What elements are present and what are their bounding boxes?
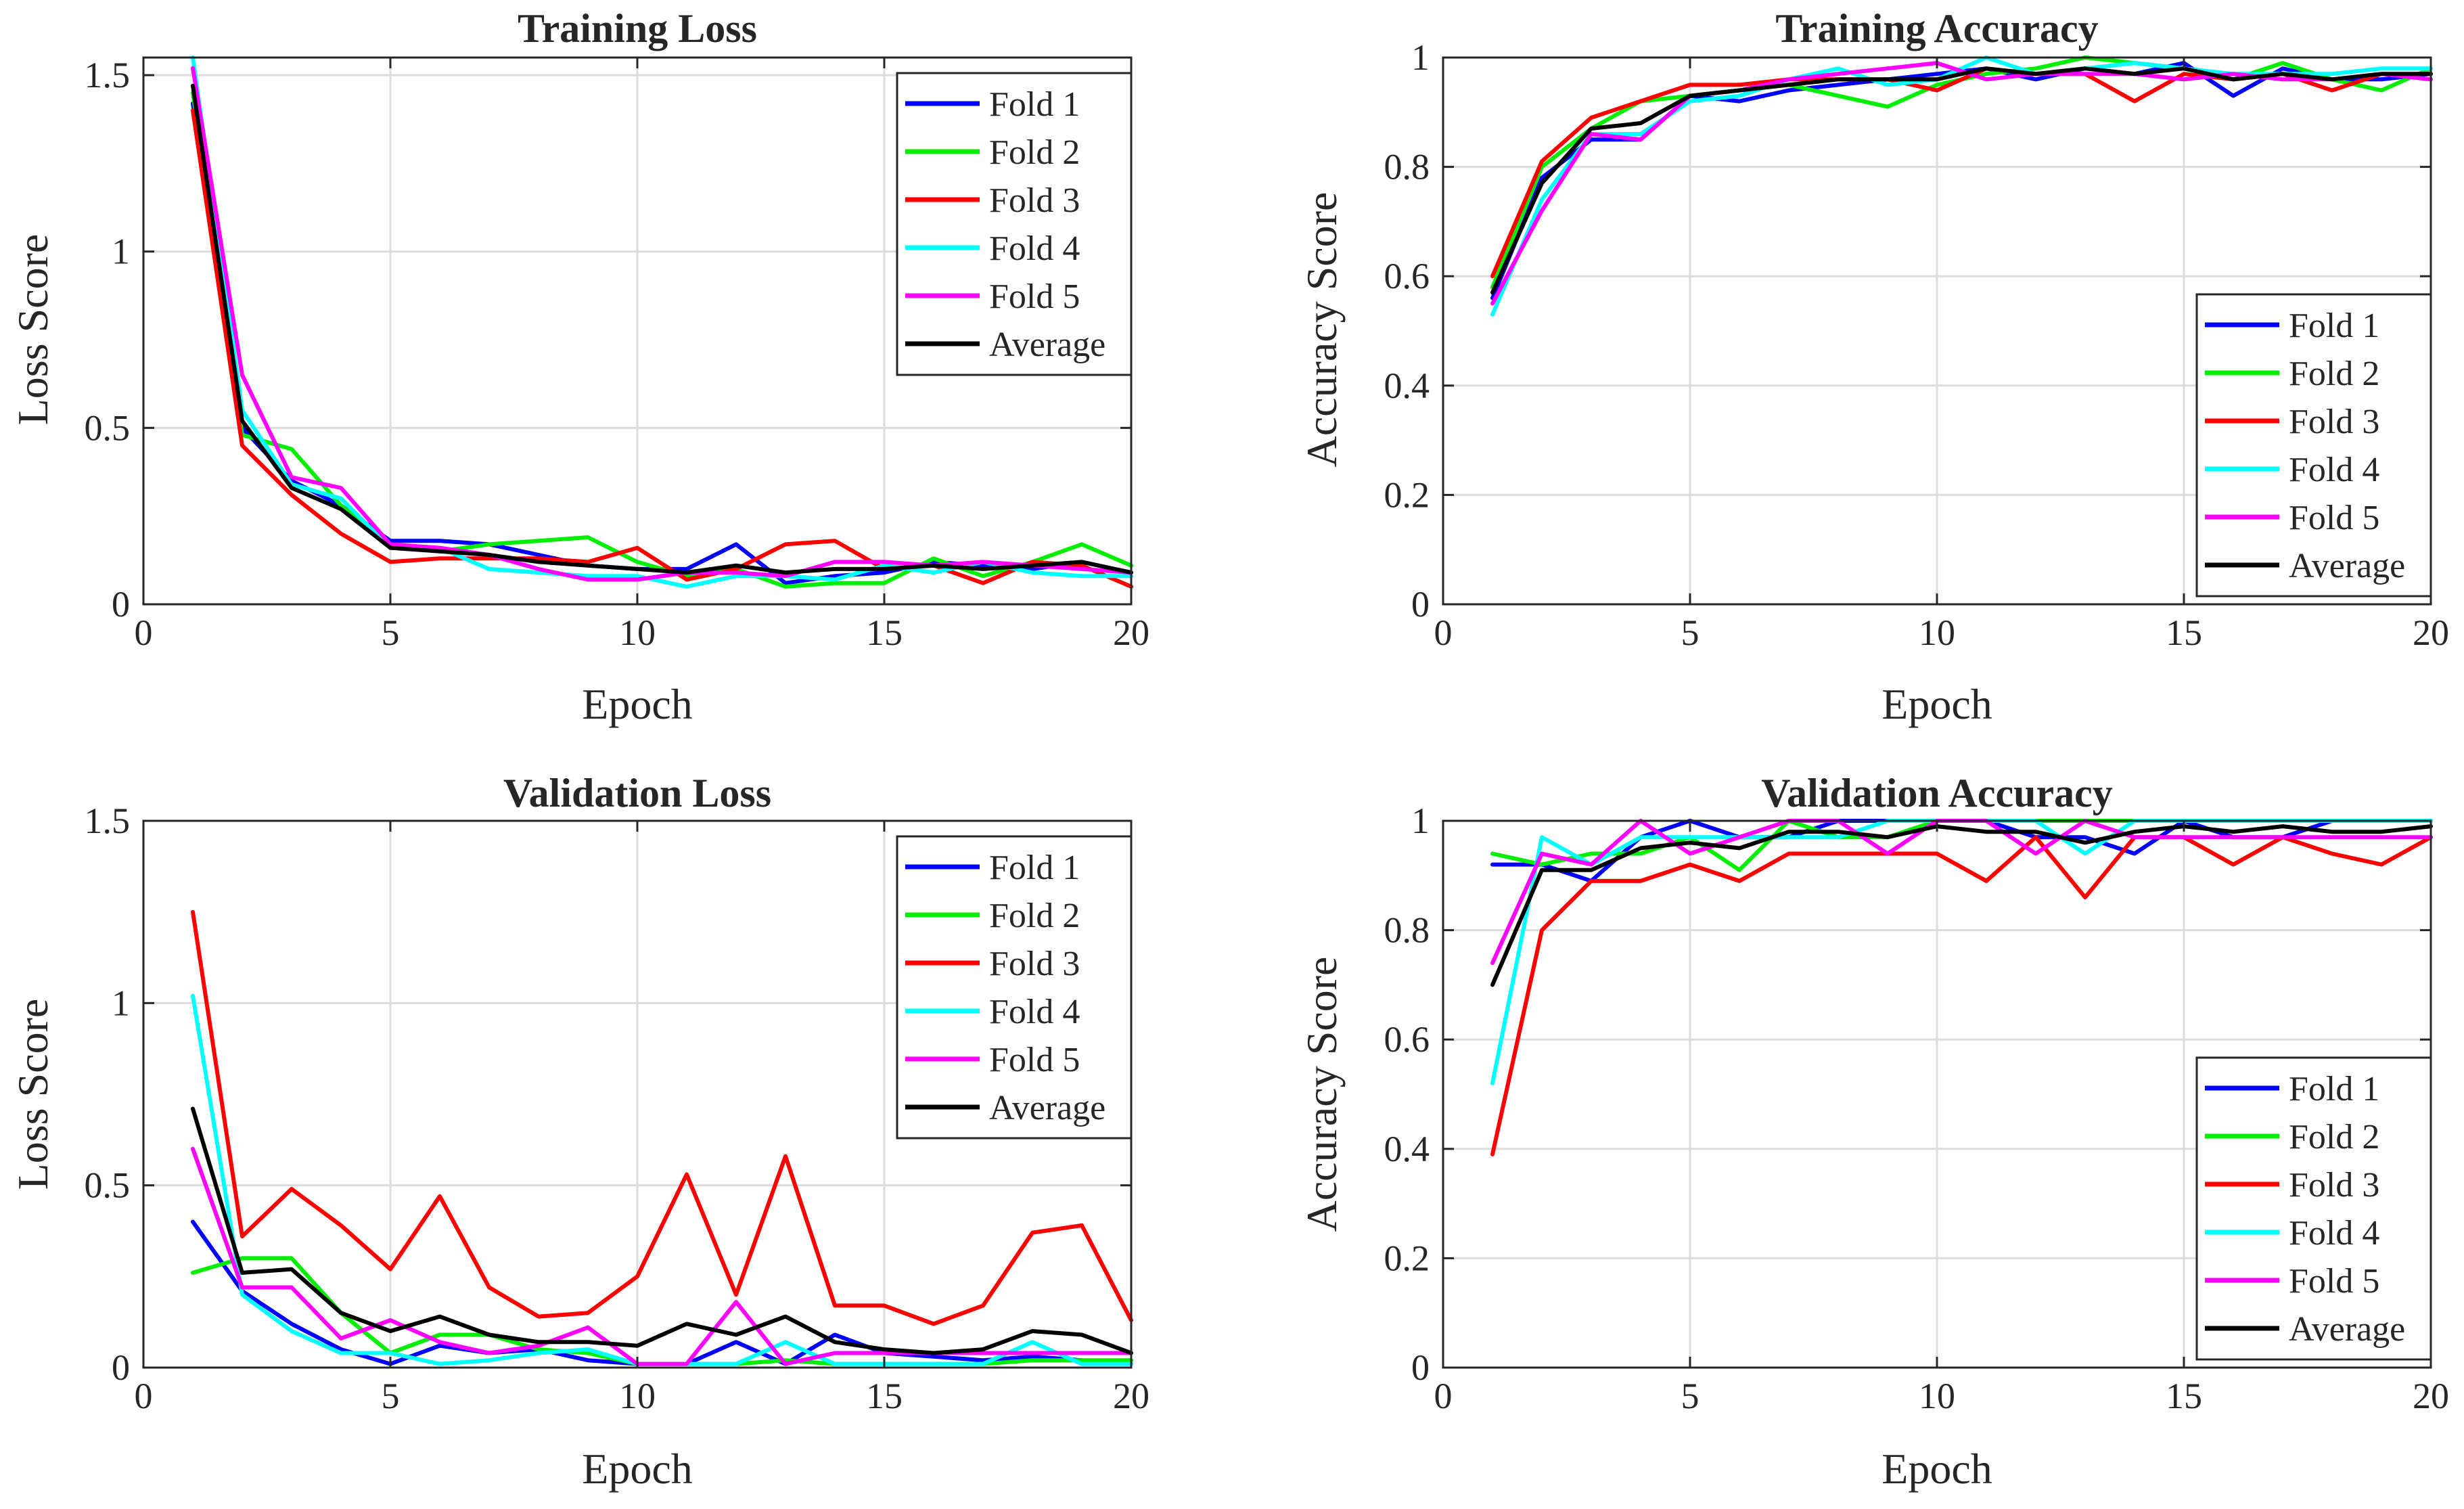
y-tick-label: 0 xyxy=(1411,1347,1430,1388)
legend-label: Fold 2 xyxy=(2289,1118,2379,1156)
x-tick-label: 10 xyxy=(1919,612,1955,653)
x-tick-label: 20 xyxy=(1113,612,1149,653)
series-line-fold-3 xyxy=(191,909,1133,1326)
y-tick-label: 1 xyxy=(112,231,130,272)
y-tick-label: 0.8 xyxy=(1384,910,1430,951)
x-tick-label: 20 xyxy=(2413,1376,2449,1416)
x-tick-label: 10 xyxy=(619,1376,656,1416)
legend-label: Fold 2 xyxy=(989,897,1080,935)
x-tick-label: 15 xyxy=(866,612,903,653)
legend: Fold 1 Fold 2 Fold 3 Fold 4 Fold 5 Average xyxy=(896,72,1133,376)
x-tick-label: 10 xyxy=(1919,1376,1955,1416)
y-tick-label: 0.6 xyxy=(1384,1019,1430,1060)
legend-label: Fold 1 xyxy=(2289,1070,2379,1108)
series-line-fold-5 xyxy=(191,66,1133,582)
legend-box xyxy=(2195,293,2432,598)
y-tick-label: 1 xyxy=(1411,37,1430,78)
x-tick-label: 10 xyxy=(619,612,656,653)
x-tick-label: 15 xyxy=(2166,1376,2202,1416)
legend-label: Fold 3 xyxy=(989,181,1080,220)
series-line-fold-3 xyxy=(1490,835,2433,1156)
y-tick-label: 0.4 xyxy=(1384,1129,1430,1169)
legend-label: Fold 1 xyxy=(2289,307,2379,345)
legend: Fold 1 Fold 2 Fold 3 Fold 4 Fold 5 Average xyxy=(896,835,1133,1140)
panel-training-loss: Training Loss Epoch Loss Score 0 5 10 15 200… xyxy=(9,6,1149,728)
y-tick-label: 0.4 xyxy=(1384,365,1430,406)
x-axis-label: Epoch xyxy=(582,680,693,728)
chart-title: Training Loss xyxy=(518,6,757,51)
legend-label: Fold 3 xyxy=(2289,1166,2379,1204)
legend-label: Fold 4 xyxy=(2289,451,2379,489)
y-axis-label: Loss Score xyxy=(9,234,57,426)
y-tick-label: 1 xyxy=(112,983,130,1023)
legend-label: Average xyxy=(2289,547,2405,585)
series-line-average xyxy=(1490,824,2433,987)
y-axis-label: Accuracy Score xyxy=(1298,192,1346,468)
legend-label: Average xyxy=(989,325,1105,364)
legend-label: Average xyxy=(2289,1310,2405,1349)
series-line-average xyxy=(191,1106,1133,1355)
x-tick-label: 20 xyxy=(2413,612,2449,653)
x-tick-label: 15 xyxy=(2166,612,2202,653)
chart-title: Validation Accuracy xyxy=(1761,771,2112,815)
legend-box xyxy=(2195,1056,2432,1361)
chart-title: Validation Loss xyxy=(503,771,771,815)
x-axis-label: Epoch xyxy=(1881,680,1992,728)
chart-title: Training Accuracy xyxy=(1775,6,2098,51)
y-tick-label: 1.5 xyxy=(85,55,131,95)
y-tick-label: 1 xyxy=(1411,801,1430,841)
legend: Fold 1 Fold 2 Fold 3 Fold 4 Fold 5 Average xyxy=(2195,1056,2432,1361)
y-tick-label: 0 xyxy=(112,1347,130,1388)
legend-box xyxy=(896,72,1133,376)
series-line-fold-3 xyxy=(191,108,1133,589)
series-line-fold-5 xyxy=(1490,61,2433,306)
x-tick-label: 0 xyxy=(135,1376,153,1416)
legend-label: Fold 5 xyxy=(989,1041,1080,1079)
legend-label: Fold 1 xyxy=(989,85,1080,124)
x-tick-label: 5 xyxy=(1681,1376,1699,1416)
legend-label: Fold 5 xyxy=(989,277,1080,316)
y-tick-label: 0.2 xyxy=(1384,474,1430,515)
series-line-average xyxy=(191,83,1133,575)
y-tick-label: 0.2 xyxy=(1384,1238,1430,1278)
series-line-average xyxy=(1490,66,2433,295)
legend-label: Fold 3 xyxy=(2289,403,2379,441)
x-tick-label: 0 xyxy=(1434,612,1453,653)
panel-validation-accuracy: Validation Accuracy Epoch Accuracy Score… xyxy=(1298,771,2449,1493)
x-tick-label: 0 xyxy=(1434,1376,1453,1416)
series-line-fold-5 xyxy=(191,1146,1133,1366)
legend-label: Fold 5 xyxy=(2289,1262,2379,1301)
legend-label: Fold 1 xyxy=(989,849,1080,887)
legend-label: Fold 3 xyxy=(989,945,1080,983)
y-tick-label: 0.8 xyxy=(1384,147,1430,187)
y-tick-label: 0 xyxy=(112,584,130,625)
legend: Fold 1 Fold 2 Fold 3 Fold 4 Fold 5 Average xyxy=(2195,293,2432,598)
legend-label: Fold 5 xyxy=(2289,499,2379,537)
x-tick-label: 0 xyxy=(135,612,153,653)
legend-label: Fold 2 xyxy=(989,133,1080,172)
x-tick-label: 5 xyxy=(382,612,400,653)
y-axis-label: Loss Score xyxy=(9,999,57,1190)
panel-training-accuracy: Training Accuracy Epoch Accuracy Score 0… xyxy=(1298,6,2449,728)
legend-box xyxy=(896,835,1133,1140)
legend-label: Fold 4 xyxy=(2289,1214,2379,1253)
y-tick-label: 0.5 xyxy=(85,1165,131,1206)
x-tick-label: 15 xyxy=(866,1376,903,1416)
y-tick-label: 1.5 xyxy=(85,801,131,841)
y-axis-label: Accuracy Score xyxy=(1298,957,1346,1232)
legend-label: Fold 2 xyxy=(2289,355,2379,393)
x-tick-label: 20 xyxy=(1113,1376,1149,1416)
legend-label: Average xyxy=(989,1089,1105,1127)
panel-validation-loss: Validation Loss Epoch Loss Score 0 5 10 15 2… xyxy=(9,771,1149,1493)
x-axis-label: Epoch xyxy=(1881,1445,1992,1493)
x-axis-label: Epoch xyxy=(582,1445,693,1493)
y-tick-label: 0.6 xyxy=(1384,256,1430,296)
legend-label: Fold 4 xyxy=(989,229,1080,268)
legend-label: Fold 4 xyxy=(989,993,1080,1031)
y-tick-label: 0 xyxy=(1411,584,1430,625)
y-tick-label: 0.5 xyxy=(85,407,131,448)
x-tick-label: 5 xyxy=(382,1376,400,1416)
x-tick-label: 5 xyxy=(1681,612,1699,653)
